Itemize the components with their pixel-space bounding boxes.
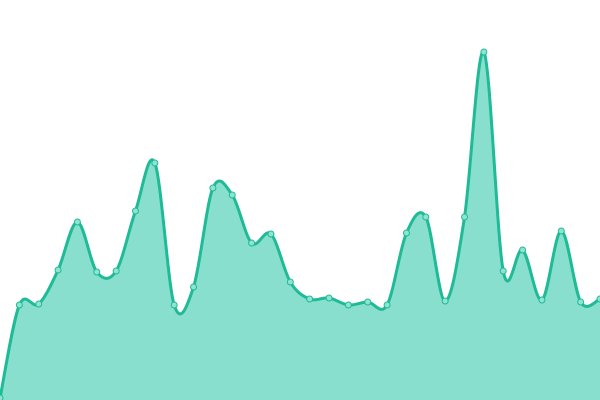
data-point-27 xyxy=(519,246,527,254)
data-point-29 xyxy=(557,227,565,235)
data-point-18 xyxy=(344,301,352,309)
data-point-20 xyxy=(383,301,391,309)
data-point-14 xyxy=(267,230,275,238)
data-point-28 xyxy=(538,296,546,304)
data-point-22 xyxy=(422,213,430,221)
data-point-10 xyxy=(190,283,198,291)
data-point-26 xyxy=(499,267,507,275)
data-point-19 xyxy=(364,298,372,306)
data-point-17 xyxy=(325,294,333,302)
data-point-7 xyxy=(131,207,139,215)
data-point-23 xyxy=(441,297,449,305)
data-point-21 xyxy=(402,229,410,237)
data-point-3 xyxy=(54,266,62,274)
data-point-30 xyxy=(577,298,585,306)
data-point-4 xyxy=(73,218,81,226)
data-point-5 xyxy=(93,268,101,276)
data-point-25 xyxy=(480,48,488,56)
data-point-0 xyxy=(0,394,4,400)
data-points xyxy=(0,48,600,400)
data-point-8 xyxy=(151,159,159,167)
area-fill xyxy=(0,51,600,400)
data-point-9 xyxy=(170,301,178,309)
data-point-31 xyxy=(596,295,600,303)
data-point-11 xyxy=(209,184,217,192)
data-point-6 xyxy=(112,267,120,275)
data-point-2 xyxy=(35,300,43,308)
data-point-15 xyxy=(286,278,294,286)
data-point-13 xyxy=(248,239,256,247)
data-point-12 xyxy=(228,191,236,199)
data-point-16 xyxy=(306,295,314,303)
data-point-1 xyxy=(15,301,23,309)
data-point-24 xyxy=(461,213,469,221)
